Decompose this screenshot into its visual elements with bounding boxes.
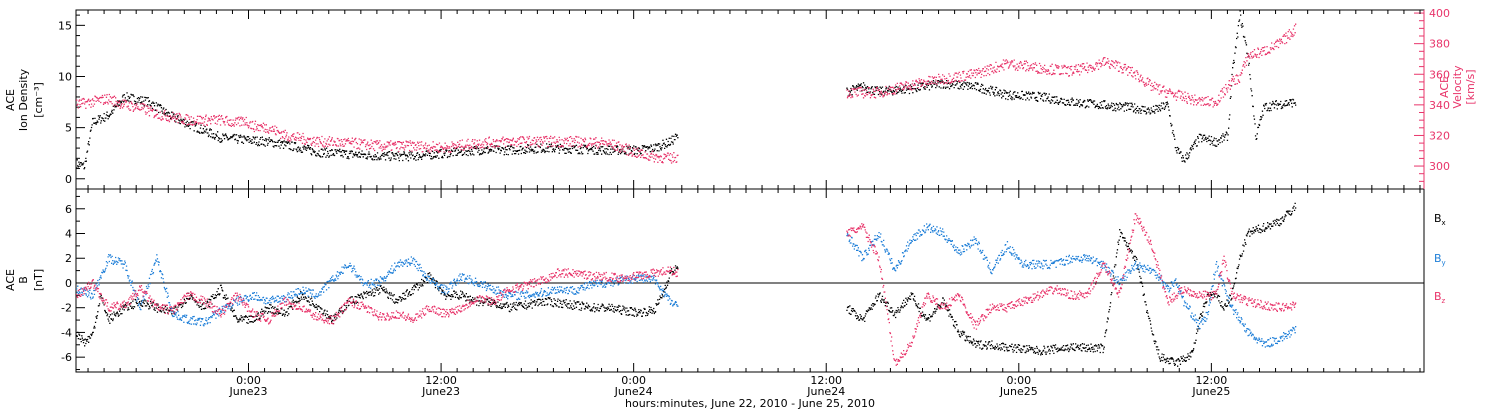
x-tick-date-label: June24 bbox=[806, 385, 845, 398]
top-right-tick-label: 300 bbox=[1429, 160, 1450, 173]
top-right-axis-label-0: ACE bbox=[1438, 76, 1451, 98]
top-series-velocity bbox=[76, 23, 1297, 164]
x-tick-time-label: 0:00 bbox=[236, 374, 261, 387]
legend-subscript-z: z bbox=[1442, 297, 1446, 305]
top-left-axis-label-2: [cm⁻³] bbox=[32, 82, 45, 118]
top-series-density-segment-0 bbox=[76, 92, 679, 170]
x-tick-date-label: June24 bbox=[614, 385, 653, 398]
top-left-axis-label-1: Ion Density bbox=[17, 68, 30, 131]
legend-subscript-y: y bbox=[1442, 259, 1446, 267]
top-right-tick-label: 400 bbox=[1429, 7, 1450, 20]
bottom-left-axis-label-0: ACE bbox=[4, 269, 17, 291]
x-tick-time-label: 12:00 bbox=[425, 374, 457, 387]
top-right-tick-label: 380 bbox=[1429, 38, 1450, 51]
bottom-left-tick-label: 6 bbox=[65, 203, 72, 216]
bfield-series-Bx bbox=[76, 202, 1297, 367]
top-left-tick-label: 5 bbox=[65, 122, 72, 135]
x-tick-date-label: June25 bbox=[999, 385, 1038, 398]
top-left-tick-label: 10 bbox=[58, 70, 72, 83]
legend-entry-x: Bx bbox=[1434, 212, 1446, 227]
bfield-series-Bz bbox=[76, 213, 1297, 366]
top-right-axis: 300 320 340 360 380 400 bbox=[1414, 7, 1450, 189]
top-right-tick-label: 360 bbox=[1429, 68, 1450, 81]
bottom-left-tick-label: -4 bbox=[61, 326, 72, 339]
bottom-panel-frame bbox=[75, 188, 1425, 373]
bfield-series-Bz-segment-0 bbox=[76, 266, 679, 325]
bottom-left-tick-label: -2 bbox=[61, 302, 72, 315]
top-left-axis: 0 5 10 15 bbox=[58, 14, 85, 190]
x-tick-time-label: 12:00 bbox=[1196, 374, 1228, 387]
legend: Bx By Bz bbox=[1434, 212, 1446, 305]
bottom-left-axis-label-2: [nT] bbox=[32, 269, 45, 291]
x-axis: 0:00June2312:00June230:00June2412:00June… bbox=[87, 10, 1421, 410]
legend-entry-z: Bz bbox=[1434, 290, 1446, 305]
top-panel-frame bbox=[75, 9, 1425, 190]
legend-subscript-x: x bbox=[1442, 219, 1446, 227]
top-left-axis-label-0: ACE bbox=[4, 89, 17, 111]
bottom-left-axis: -6 -4 -2 0 2 4 6 bbox=[61, 195, 85, 371]
top-left-tick-label: 15 bbox=[58, 19, 72, 32]
top-series-velocity-segment-0 bbox=[76, 93, 679, 164]
x-axis-title: hours:minutes, June 22, 2010 - June 25, … bbox=[625, 397, 875, 410]
x-tick-date-label: June23 bbox=[229, 385, 268, 398]
top-right-axis-label-2: [km/s] bbox=[1464, 69, 1477, 104]
bottom-left-axis-label-1: B bbox=[17, 276, 30, 284]
bfield-series-By-segment-1 bbox=[846, 223, 1297, 348]
x-tick-date-label: June25 bbox=[1191, 385, 1230, 398]
bottom-left-tick-label: 2 bbox=[65, 252, 72, 265]
bfield-series-Bx-segment-1 bbox=[846, 202, 1297, 367]
top-series-velocity-segment-1 bbox=[846, 23, 1297, 108]
bottom-left-tick-label: 0 bbox=[65, 277, 72, 290]
x-tick-time-label: 0:00 bbox=[1006, 374, 1031, 387]
top-right-tick-label: 340 bbox=[1429, 99, 1450, 112]
x-tick-time-label: 0:00 bbox=[621, 374, 646, 387]
bottom-left-tick-label: -6 bbox=[61, 351, 72, 364]
legend-entry-y: By bbox=[1434, 252, 1446, 267]
top-series-density-segment-1 bbox=[846, 10, 1297, 163]
x-tick-time-label: 12:00 bbox=[810, 374, 842, 387]
top-series-density bbox=[76, 10, 1297, 170]
x-tick-date-label: June23 bbox=[421, 385, 460, 398]
top-left-tick-label: 0 bbox=[65, 173, 72, 186]
bfield-series-Bz-segment-1 bbox=[846, 213, 1297, 366]
bottom-left-tick-label: 4 bbox=[65, 228, 72, 241]
top-right-axis-label-1: Velocity bbox=[1451, 65, 1464, 109]
top-right-tick-label: 320 bbox=[1429, 129, 1450, 142]
